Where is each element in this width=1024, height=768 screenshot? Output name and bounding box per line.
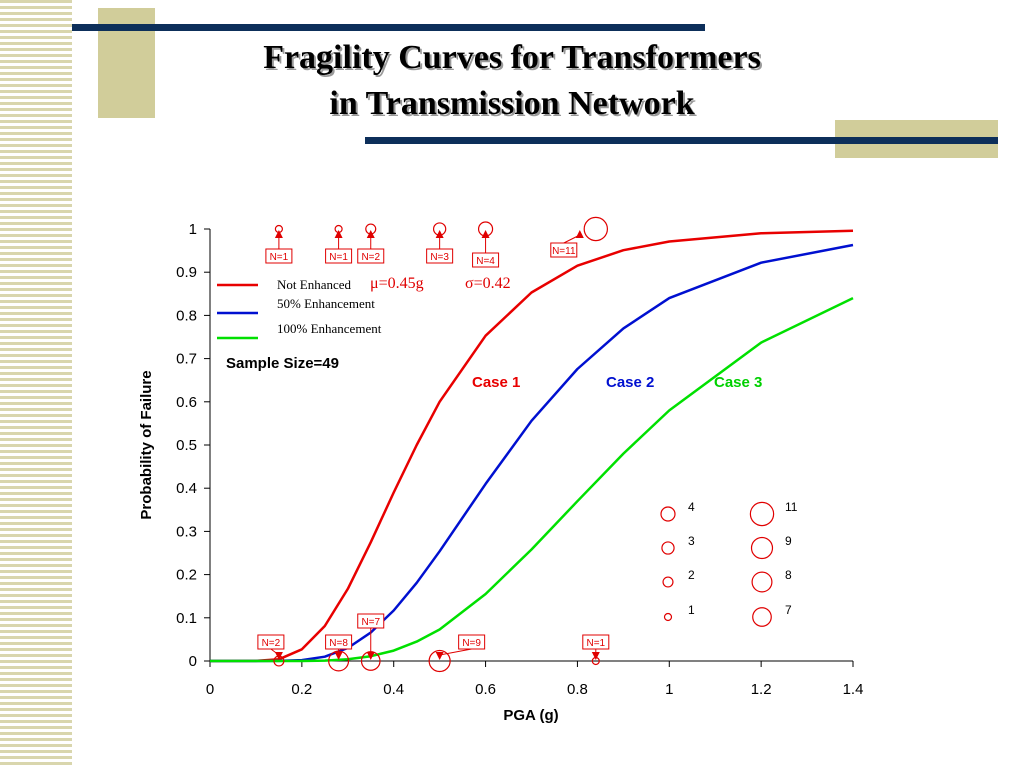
deco-bar bbox=[72, 24, 705, 31]
sigma-label: σ=0.42 bbox=[465, 275, 511, 292]
mu-label: μ=0.45g bbox=[370, 275, 424, 292]
count-label: N=3 bbox=[430, 252, 449, 263]
size-legend-label: 3 bbox=[688, 534, 695, 548]
arrow-head bbox=[435, 652, 444, 660]
arrow-head bbox=[575, 230, 584, 238]
arrow-head bbox=[334, 230, 343, 238]
x-tick-label: 1.2 bbox=[751, 681, 772, 698]
case-label: Case 2 bbox=[606, 374, 654, 391]
arrow-head bbox=[481, 230, 490, 238]
arrow-head bbox=[591, 652, 600, 660]
size-legend-marker bbox=[661, 541, 675, 555]
size-legend-label: 7 bbox=[785, 603, 792, 617]
size-legend-label: 1 bbox=[688, 603, 695, 617]
count-label: N=2 bbox=[262, 638, 281, 649]
count-label: N=9 bbox=[462, 638, 481, 649]
x-tick-label: 0.6 bbox=[475, 681, 496, 698]
legend-label: 50% Enhancement bbox=[277, 296, 375, 311]
x-tick-label: 1.4 bbox=[843, 681, 864, 698]
y-tick-label: 0 bbox=[189, 653, 197, 670]
legend-label: 100% Enhancement bbox=[277, 321, 382, 336]
x-tick-label: 0 bbox=[206, 681, 214, 698]
count-label: N=4 bbox=[476, 256, 495, 267]
curve bbox=[209, 229, 854, 663]
size-legend-label: 8 bbox=[785, 568, 792, 582]
count-label: N=8 bbox=[329, 638, 348, 649]
case-label: Case 1 bbox=[472, 374, 520, 391]
arrow-head bbox=[366, 652, 375, 660]
size-legend-marker bbox=[750, 536, 774, 560]
y-tick-label: 0.1 bbox=[176, 610, 197, 627]
stripe-band bbox=[0, 0, 72, 768]
x-tick-label: 0.8 bbox=[567, 681, 588, 698]
deco-bar bbox=[365, 137, 998, 144]
y-tick-label: 0.2 bbox=[176, 567, 197, 584]
count-label: N=7 bbox=[361, 617, 380, 628]
count-label: N=11 bbox=[552, 246, 576, 257]
size-legend-label: 11 bbox=[785, 500, 798, 514]
y-tick-label: 0.8 bbox=[176, 307, 197, 324]
size-legend-marker bbox=[660, 506, 676, 522]
size-legend-label: 4 bbox=[688, 500, 695, 514]
y-tick-label: 0.9 bbox=[176, 264, 197, 281]
arrow-head bbox=[274, 652, 283, 660]
y-tick-label: 0.3 bbox=[176, 523, 197, 540]
slide-title: Fragility Curves for Transformers bbox=[263, 39, 761, 76]
y-tick-label: 0.5 bbox=[176, 437, 197, 454]
count-label: N=2 bbox=[361, 252, 380, 263]
legend-label: Not Enhanced bbox=[277, 277, 352, 292]
y-tick-label: 1 bbox=[189, 221, 197, 238]
x-tick-label: 0.2 bbox=[291, 681, 312, 698]
case-label: Case 3 bbox=[714, 374, 762, 391]
x-axis-label: PGA (g) bbox=[503, 707, 558, 724]
size-legend-marker bbox=[752, 607, 772, 627]
count-label: N=1 bbox=[586, 638, 605, 649]
observation bbox=[428, 649, 451, 673]
size-legend-marker bbox=[662, 576, 674, 588]
arrow-head bbox=[435, 230, 444, 238]
count-label: N=1 bbox=[329, 252, 348, 263]
y-axis-label: Probability of Failure bbox=[138, 370, 155, 519]
arrow-head bbox=[274, 230, 283, 238]
sample-size: Sample Size=49 bbox=[226, 355, 339, 372]
arrow-head bbox=[366, 230, 375, 238]
slide-title: in Transmission Network bbox=[329, 85, 694, 122]
count-label: N=1 bbox=[270, 252, 289, 263]
observation bbox=[583, 216, 609, 242]
size-legend-marker bbox=[749, 501, 775, 527]
size-legend-marker bbox=[663, 612, 673, 622]
y-tick-label: 0.6 bbox=[176, 394, 197, 411]
x-tick-label: 1 bbox=[665, 681, 673, 698]
arrow bbox=[439, 648, 472, 656]
arrow-head bbox=[334, 652, 343, 660]
size-legend-label: 9 bbox=[785, 534, 792, 548]
y-tick-label: 0.4 bbox=[176, 480, 197, 497]
size-legend-marker bbox=[751, 571, 773, 593]
curve bbox=[210, 296, 854, 663]
size-legend-label: 2 bbox=[688, 568, 695, 582]
y-tick-label: 0.7 bbox=[176, 351, 197, 368]
x-tick-label: 0.4 bbox=[383, 681, 404, 698]
